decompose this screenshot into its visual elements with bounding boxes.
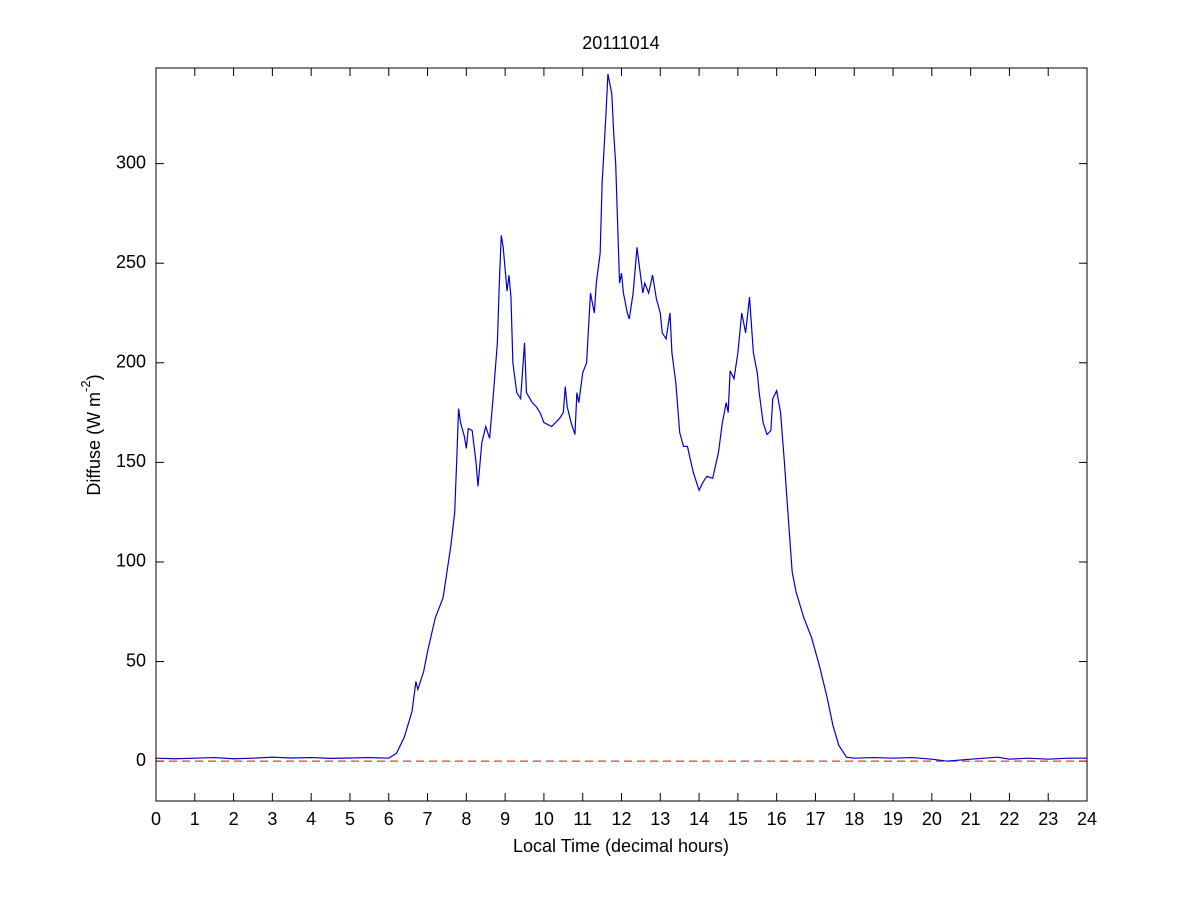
x-tick-label: 19 <box>883 809 903 829</box>
x-tick-label: 20 <box>922 809 942 829</box>
y-tick-label: 150 <box>116 451 146 471</box>
y-tick-label: 0 <box>136 750 146 770</box>
x-tick-label: 22 <box>999 809 1019 829</box>
x-tick-label: 0 <box>151 809 161 829</box>
x-tick-label: 11 <box>573 809 592 829</box>
x-tick-label: 18 <box>844 809 864 829</box>
x-tick-label: 5 <box>345 809 355 829</box>
x-tick-label: 10 <box>534 809 554 829</box>
x-tick-label: 23 <box>1038 809 1058 829</box>
x-tick-label: 21 <box>961 809 981 829</box>
x-tick-label: 14 <box>689 809 709 829</box>
x-tick-label: 17 <box>805 809 825 829</box>
y-label-suffix: ) <box>84 374 104 380</box>
y-tick-label: 300 <box>116 152 146 172</box>
x-tick-label: 1 <box>190 809 200 829</box>
plot-frame <box>155 67 1088 802</box>
x-tick-label: 9 <box>500 809 510 829</box>
x-tick-label: 8 <box>461 809 471 829</box>
x-tick-label: 2 <box>229 809 239 829</box>
x-axis-label: Local Time (decimal hours) <box>513 836 729 856</box>
y-tick-label: 100 <box>116 551 146 571</box>
x-tick-label: 13 <box>650 809 670 829</box>
x-tick-label: 6 <box>384 809 394 829</box>
x-tick-label: 12 <box>611 809 631 829</box>
y-tick-label: 250 <box>116 252 146 272</box>
y-tick-label: 50 <box>126 650 146 670</box>
x-tick-label: 16 <box>767 809 787 829</box>
x-tick-label: 15 <box>728 809 748 829</box>
data-line <box>155 73 1087 762</box>
y-label-superscript: -2 <box>78 380 93 392</box>
y-label-text: Diffuse (W m <box>84 392 104 496</box>
chart-title: 20111014 <box>582 33 659 53</box>
x-tick-label: 7 <box>423 809 433 829</box>
y-tick-label: 200 <box>116 352 146 372</box>
x-tick-label: 4 <box>306 809 316 829</box>
x-tick-label: 3 <box>267 809 277 829</box>
y-axis-label: Diffuse (W m-2) <box>78 374 103 495</box>
x-tick-label: 24 <box>1077 809 1097 829</box>
